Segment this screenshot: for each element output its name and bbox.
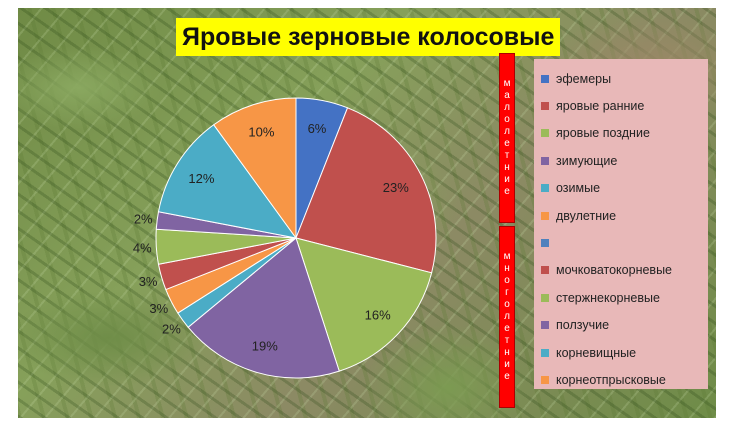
group-label-letter: о: [504, 114, 510, 125]
slice-data-label: 16%: [365, 308, 391, 323]
group-label-letter: о: [504, 275, 510, 286]
pie-slice: [187, 237, 340, 379]
legend-label: корнеотпрысковые: [556, 372, 666, 387]
slice-data-label: 10%: [248, 124, 274, 139]
group-label-letter: т: [504, 150, 510, 161]
group-label-letter: е: [504, 138, 510, 149]
group-label-letter: о: [504, 299, 510, 310]
legend-swatch: [541, 293, 549, 302]
pie-slice: [157, 124, 298, 239]
legend-item: мочковатокорневые: [541, 257, 708, 284]
legend-item: стержнекорневые: [541, 284, 708, 311]
group-label-letter: л: [504, 126, 510, 137]
legend-item: корневищные: [541, 339, 708, 366]
legend-item: озимые: [541, 175, 708, 202]
group-label-letter: м: [503, 251, 511, 262]
group-label-letter: и: [504, 174, 510, 185]
group-label-letter: и: [504, 359, 510, 370]
legend-swatch: [541, 211, 549, 220]
legend-swatch: [541, 348, 549, 357]
group-label-letter: л: [504, 102, 510, 113]
legend: эфемеры яровые ранние яровые поздние зимующ…: [534, 59, 708, 389]
group-label-letter: л: [504, 311, 510, 322]
legend-label: эфемеры: [556, 71, 612, 86]
legend-swatch: [541, 375, 549, 384]
legend-item: эфемеры: [541, 65, 708, 92]
legend-item: зимующие: [541, 147, 708, 174]
legend-item: ползучие: [541, 312, 708, 339]
slice-data-label: 23%: [383, 180, 409, 195]
legend-label: яровые поздние: [556, 126, 650, 141]
legend-label: стержнекорневые: [556, 290, 660, 305]
slice-data-label: 3%: [149, 301, 168, 316]
legend-item: двулетние: [541, 202, 708, 229]
slice-data-label: 6%: [308, 121, 327, 136]
group-label-letter: т: [504, 335, 510, 346]
legend-label: двулетние: [556, 208, 617, 223]
slide: Яровые зерновые колосовые 6% 23% 16% 19% 2% 3…: [18, 8, 716, 418]
legend-swatch: [541, 321, 549, 330]
legend-item: [541, 229, 708, 256]
group-label-letter: а: [504, 90, 510, 101]
slice-data-label: 3%: [139, 274, 158, 289]
chart-title: Яровые зерновые колосовые: [176, 18, 561, 56]
legend-swatch: [541, 129, 549, 138]
legend-item: корнеотпрысковые: [541, 366, 708, 393]
legend-swatch: [541, 74, 549, 83]
legend-label: мочковатокорневые: [556, 263, 673, 278]
legend-item: яровые ранние: [541, 92, 708, 119]
pie-slice: [213, 97, 297, 240]
legend-label: зимующие: [556, 153, 618, 168]
group-label-letter: е: [504, 186, 510, 197]
slice-data-label: 4%: [133, 241, 152, 256]
pie-chart: 6% 23% 16% 19% 2% 3% 3% 4% 2% 12% 10%: [133, 97, 437, 379]
group-label-letter: е: [504, 371, 510, 382]
group-label-letter: н: [504, 162, 510, 173]
slice-data-label: 2%: [162, 322, 181, 337]
group-label-letter: н: [504, 347, 510, 358]
legend-swatch: [541, 239, 549, 248]
legend-label: корневищные: [556, 345, 637, 360]
legend-swatch: [541, 102, 549, 111]
legend-item: яровые поздние: [541, 120, 708, 147]
legend-swatch: [541, 156, 549, 165]
pie-slice: [295, 107, 437, 274]
group-label-letter: г: [505, 287, 509, 298]
slice-data-label: 2%: [134, 212, 153, 227]
legend-swatch: [541, 266, 549, 275]
legend-label: яровые ранние: [556, 99, 645, 114]
group-label-letter: е: [504, 323, 510, 334]
slice-data-label: 19%: [252, 339, 278, 354]
legend-label: ползучие: [556, 318, 610, 333]
pie-slice: [295, 237, 433, 372]
legend-label: озимые: [556, 181, 601, 196]
slice-data-label: 12%: [188, 171, 214, 186]
legend-swatch: [541, 184, 549, 193]
group-label-letter: н: [504, 263, 510, 274]
group-label-letter: м: [503, 78, 511, 89]
